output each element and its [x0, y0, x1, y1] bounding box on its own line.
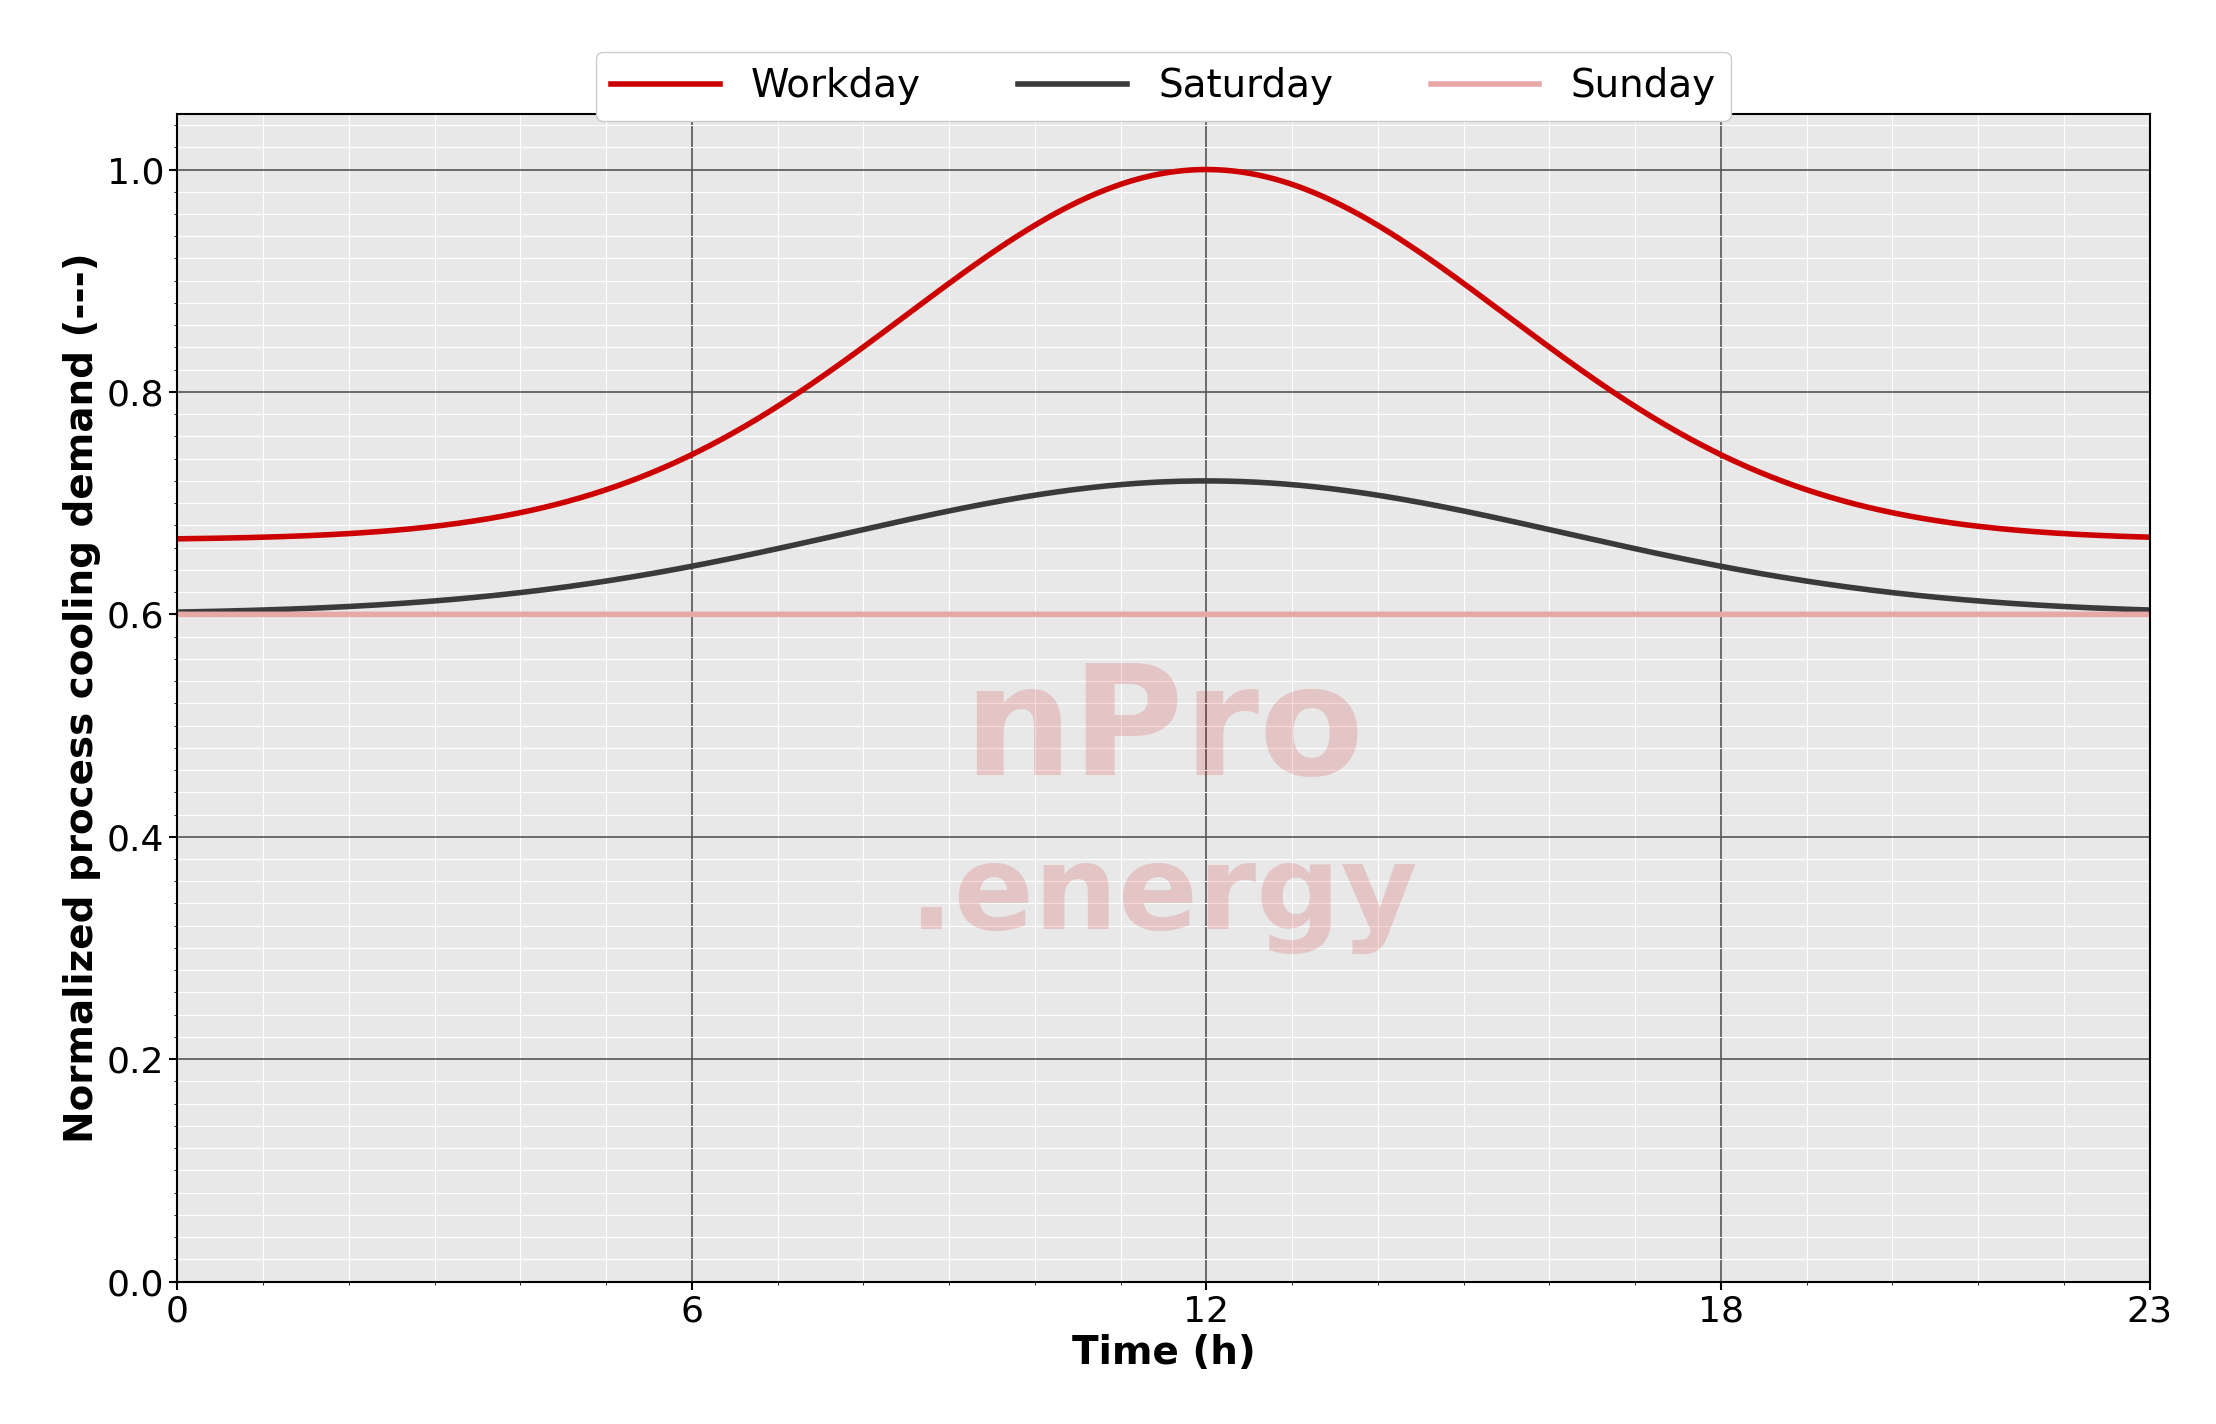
Sunday	[1124, 605, 1150, 622]
Workday	[2136, 528, 2163, 545]
Workday	[164, 530, 191, 547]
Sunday	[2079, 605, 2105, 622]
Workday	[2079, 527, 2105, 544]
Workday	[264, 528, 290, 545]
Y-axis label: Normalized process cooling demand (---): Normalized process cooling demand (---)	[62, 252, 102, 1143]
Sunday	[2136, 605, 2163, 622]
Legend: Workday, Saturday, Sunday: Workday, Saturday, Sunday	[596, 51, 1731, 121]
Text: .energy: .energy	[909, 839, 1418, 954]
Sunday	[264, 605, 290, 622]
Saturday	[2136, 601, 2163, 618]
Sunday	[1070, 605, 1097, 622]
Sunday	[164, 605, 191, 622]
Line: Workday: Workday	[177, 169, 2150, 538]
Workday	[1124, 171, 1150, 188]
Workday	[1070, 191, 1097, 208]
X-axis label: Time (h): Time (h)	[1073, 1334, 1254, 1373]
Saturday	[1124, 474, 1150, 491]
Saturday	[164, 604, 191, 621]
Saturday	[1192, 473, 1219, 490]
Workday	[1717, 451, 1744, 468]
Sunday	[2079, 605, 2105, 622]
Saturday	[1070, 480, 1097, 497]
Saturday	[2081, 600, 2107, 617]
Saturday	[264, 601, 290, 618]
Saturday	[1717, 560, 1744, 577]
Line: Saturday: Saturday	[177, 481, 2150, 612]
Sunday	[1717, 605, 1744, 622]
Text: nPro: nPro	[964, 658, 1363, 807]
Workday	[1192, 161, 1219, 178]
Workday	[2081, 527, 2107, 544]
Saturday	[2079, 600, 2105, 617]
